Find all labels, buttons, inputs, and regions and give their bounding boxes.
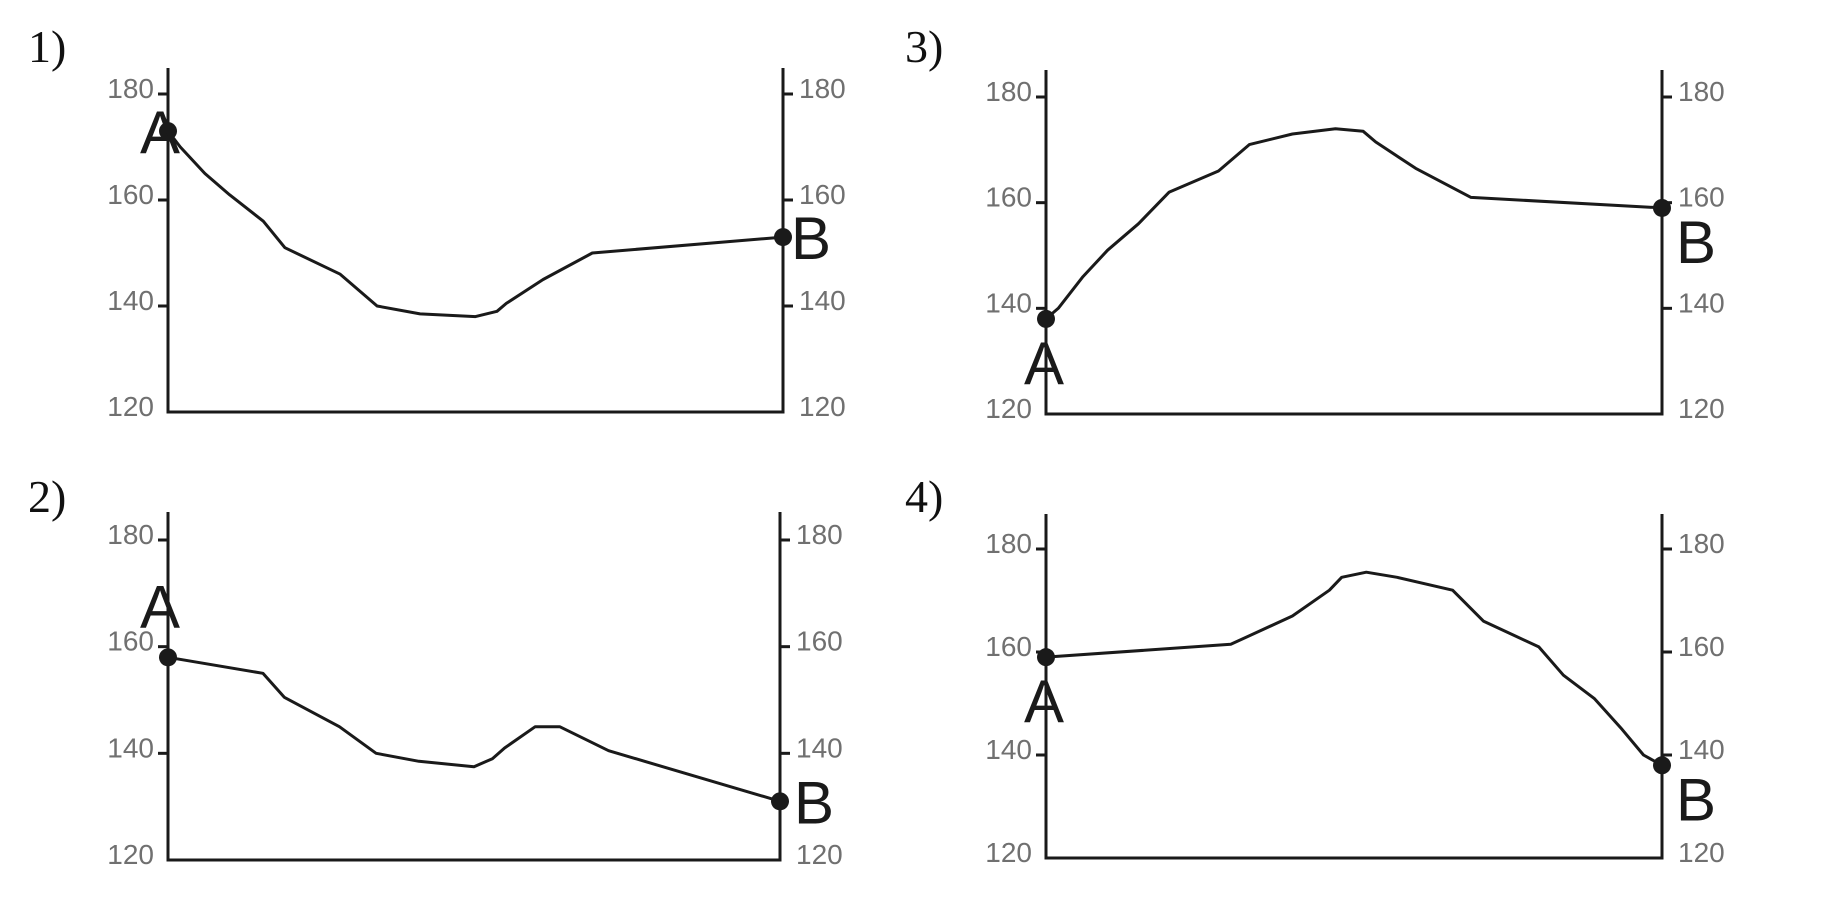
left-tick-label: 160 xyxy=(985,182,1032,213)
elevation-profile-line xyxy=(1044,127,1664,321)
point-a-label: A xyxy=(1024,330,1064,397)
point-b-label: B xyxy=(1676,766,1716,833)
point-a-marker xyxy=(1037,648,1055,667)
point-a-label: A xyxy=(140,99,180,166)
axis-frame xyxy=(1044,514,1664,860)
elevation-profile-line xyxy=(166,129,785,319)
point-b-marker xyxy=(771,792,789,811)
panel-number: 2) xyxy=(28,471,66,522)
point-a-marker xyxy=(159,648,177,667)
right-tick-label: 140 xyxy=(1678,287,1725,318)
left-tick-label: 120 xyxy=(107,391,154,422)
point-b-label: B xyxy=(791,205,831,272)
left-tick-label: 180 xyxy=(985,528,1032,559)
left-tick-label: 180 xyxy=(107,73,154,104)
right-tick-label: 160 xyxy=(796,626,843,657)
panel-1: 1) 180 180 160 160 140 140 120 120 A B xyxy=(28,21,846,422)
left-tick-label: 180 xyxy=(107,519,154,550)
point-a-marker xyxy=(159,122,177,141)
axis-frame xyxy=(166,68,785,414)
left-tick-label: 140 xyxy=(107,285,154,316)
left-tick-label: 140 xyxy=(107,732,154,763)
right-tick-label: 120 xyxy=(799,391,846,422)
right-tick-label: 120 xyxy=(796,839,843,870)
elevation-profile-line xyxy=(1044,570,1664,767)
left-tick-label: 160 xyxy=(107,179,154,210)
right-tick-label: 140 xyxy=(799,285,846,316)
panel-2: 2) 180 180 160 160 140 140 120 120 A B xyxy=(28,471,843,870)
left-tick-label: 160 xyxy=(107,626,154,657)
axis-frame xyxy=(1044,70,1664,416)
right-tick-label: 160 xyxy=(1678,182,1725,213)
point-a-label: A xyxy=(1024,668,1064,735)
point-b-marker xyxy=(774,228,792,247)
panel-number: 3) xyxy=(905,21,943,72)
left-tick-label: 120 xyxy=(985,837,1032,868)
right-tick-label: 180 xyxy=(796,519,843,550)
point-b-label: B xyxy=(1676,209,1716,276)
left-tick-label: 140 xyxy=(985,287,1032,318)
right-tick-label: 120 xyxy=(1678,837,1725,868)
elevation-profile-line xyxy=(166,655,782,803)
point-a-marker xyxy=(1037,309,1055,328)
left-tick-label: 180 xyxy=(985,76,1032,107)
right-tick-label: 160 xyxy=(799,179,846,210)
right-tick-label: 180 xyxy=(1678,76,1725,107)
right-tick-label: 120 xyxy=(1678,393,1725,424)
panel-number: 4) xyxy=(905,471,943,522)
left-tick-label: 160 xyxy=(985,631,1032,662)
right-tick-label: 180 xyxy=(799,73,846,104)
point-a-label: A xyxy=(140,573,180,640)
right-tick-label: 160 xyxy=(1678,631,1725,662)
panel-4: 4) 180 180 160 160 140 140 120 120 A B xyxy=(905,471,1725,868)
right-tick-label: 140 xyxy=(796,732,843,763)
left-tick-label: 140 xyxy=(985,734,1032,765)
right-tick-label: 140 xyxy=(1678,734,1725,765)
right-tick-label: 180 xyxy=(1678,528,1725,559)
point-b-marker xyxy=(1653,198,1671,217)
left-tick-label: 120 xyxy=(107,839,154,870)
axis-frame xyxy=(166,512,782,862)
panel-number: 1) xyxy=(28,21,66,72)
left-tick-label: 120 xyxy=(985,393,1032,424)
point-b-label: B xyxy=(794,769,834,836)
point-b-marker xyxy=(1653,756,1671,775)
